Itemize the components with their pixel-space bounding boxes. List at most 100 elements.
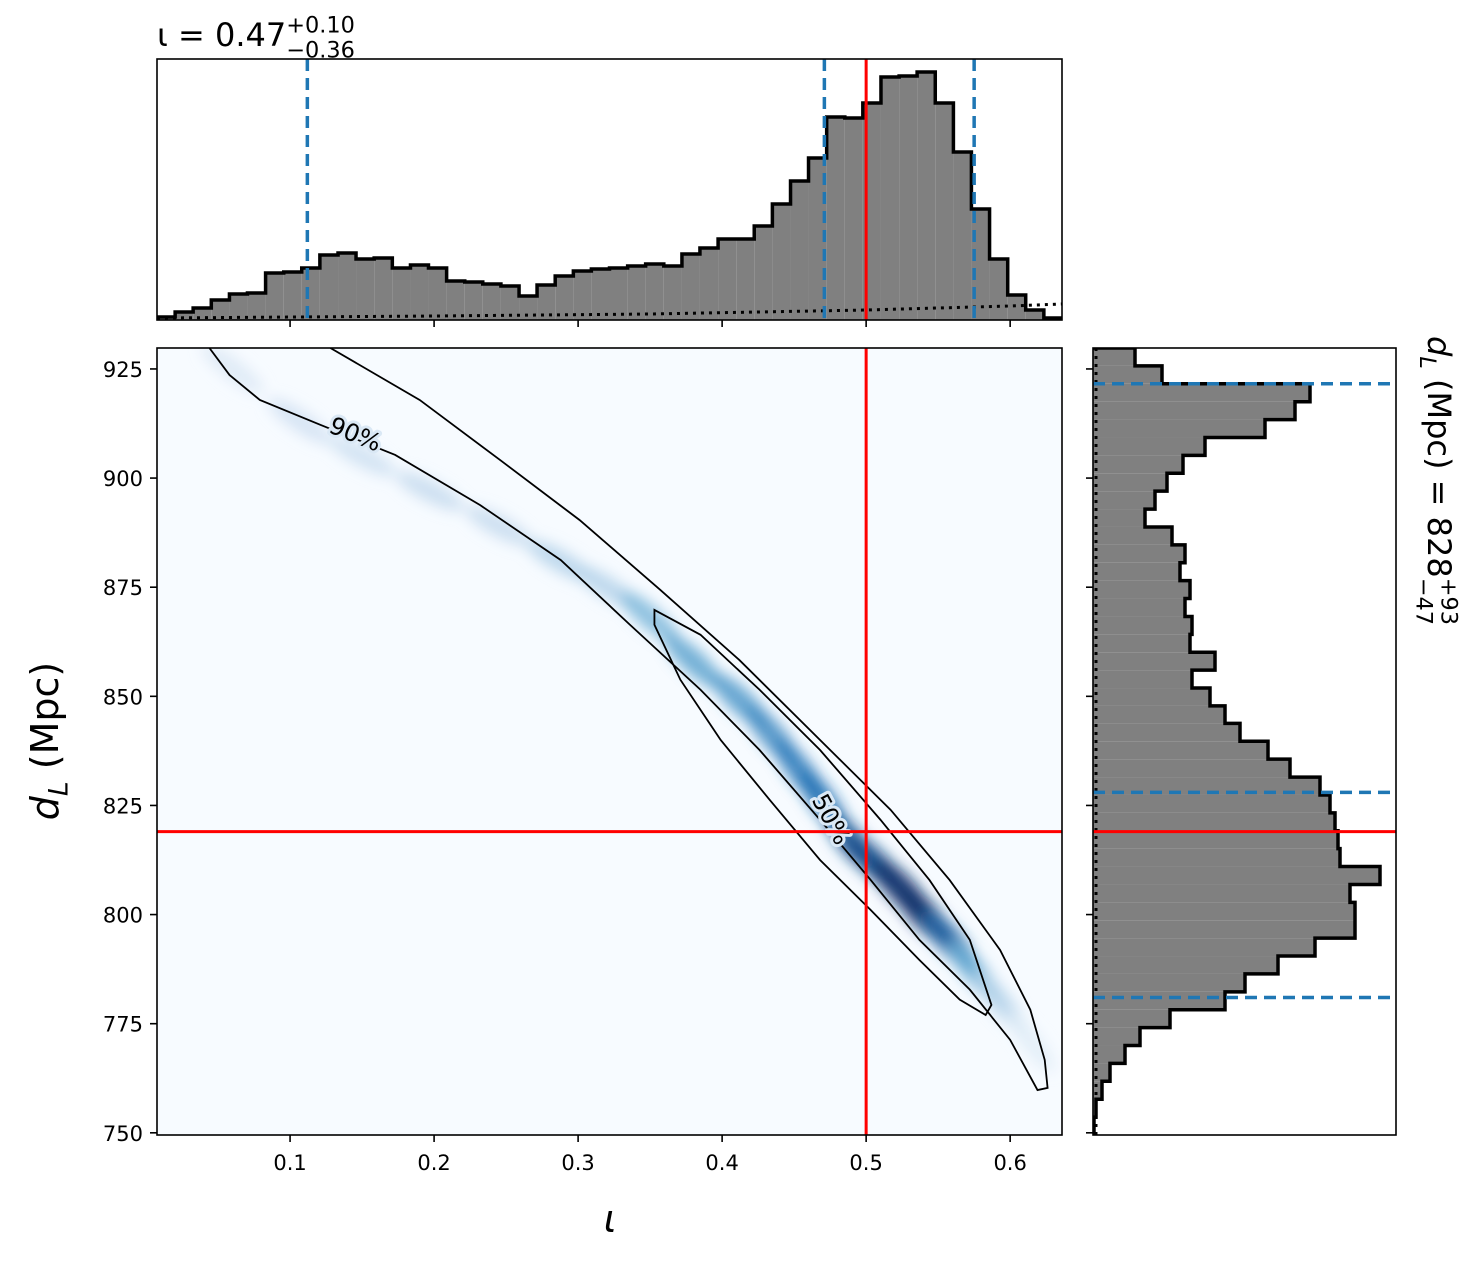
bar [1093, 938, 1315, 957]
bar [301, 268, 320, 320]
bar [573, 271, 592, 320]
axes-frame [1092, 347, 1397, 1136]
bar [971, 209, 990, 320]
bar [410, 265, 429, 320]
bar [229, 294, 248, 320]
bar [1093, 1027, 1140, 1046]
bar [880, 77, 900, 320]
bar [1093, 794, 1330, 813]
bar [1093, 741, 1268, 760]
bar [1093, 616, 1192, 635]
panel-title-part: ι = 0.47 [157, 16, 286, 54]
bar [826, 117, 845, 320]
bar [1093, 705, 1225, 724]
bar [1093, 777, 1320, 795]
x-axis-label: ι [604, 1197, 617, 1241]
bar [645, 264, 664, 320]
density-cell [465, 505, 533, 547]
bar [1093, 1009, 1170, 1028]
bar [1093, 759, 1290, 778]
bar [1093, 401, 1295, 420]
panel-title: ι = 0.47+0.10 −0.36 [157, 13, 355, 64]
panel-title-part: −0.36 [286, 38, 355, 64]
bar [247, 293, 266, 320]
bar [1093, 598, 1185, 617]
bar [338, 253, 357, 320]
bar [1007, 295, 1026, 320]
bar [1093, 830, 1338, 849]
bar [663, 266, 682, 320]
y-axis-label: dL (Mpc) [23, 662, 75, 820]
histogram-outline [157, 70, 1062, 320]
bar [446, 281, 465, 320]
bar [699, 248, 719, 320]
bar [989, 259, 1008, 320]
x-tick-label: 0.4 [705, 1151, 738, 1175]
bar [519, 296, 538, 320]
bar [681, 254, 700, 320]
bar [175, 312, 194, 320]
bar [392, 268, 411, 320]
bar [627, 266, 646, 320]
bar [1093, 973, 1245, 992]
density-cell [328, 436, 396, 477]
axes-frame [156, 58, 1063, 321]
y-tick-label: 775 [103, 1013, 143, 1037]
bar [1093, 1045, 1125, 1064]
bar [1093, 437, 1205, 456]
bar [1093, 688, 1210, 706]
bar [500, 286, 520, 320]
bar [1093, 723, 1240, 742]
bar [1093, 991, 1225, 1010]
bar [1093, 455, 1183, 474]
y-tick-label: 800 [103, 904, 143, 928]
bar [428, 268, 447, 320]
bar [1093, 902, 1355, 921]
bar [319, 255, 339, 320]
bar [953, 152, 972, 320]
panel-title-part: +93 [1435, 578, 1461, 625]
bar [1093, 920, 1355, 939]
bar [374, 258, 393, 320]
bar [1093, 365, 1162, 384]
panel-title-part: −47 [1410, 578, 1436, 625]
x-tick-label: 0.3 [561, 1151, 594, 1175]
density-cell [1005, 1010, 1055, 1072]
bar [211, 300, 230, 320]
bar [754, 226, 773, 320]
y-tick-label: 925 [103, 358, 143, 382]
bar [1093, 884, 1350, 903]
panel-title-part: L [1414, 356, 1440, 368]
bar [1093, 1081, 1102, 1100]
bar [482, 284, 501, 320]
bar [917, 72, 936, 320]
y-tick-label: 875 [103, 576, 143, 600]
bar [1093, 670, 1192, 689]
contour-line [208, 348, 1049, 1092]
bar [1093, 383, 1310, 402]
bar [555, 276, 574, 320]
bar [718, 239, 737, 320]
bar [1093, 652, 1215, 671]
bar [790, 181, 809, 320]
bar [1093, 634, 1190, 653]
x-tick-label: 0.1 [273, 1151, 306, 1175]
panel-title: dL (Mpc) = 828+93−47 [1410, 336, 1461, 625]
contour-line [653, 608, 993, 1017]
bar [772, 204, 791, 320]
x-tick-label: 0.5 [849, 1151, 882, 1175]
density-cell [395, 471, 464, 511]
y-axis-label-part: L [44, 781, 75, 796]
y-tick-label: 900 [103, 467, 143, 491]
density-cell [664, 634, 723, 689]
y-axis-label-part: d [23, 795, 67, 820]
bar [537, 285, 556, 320]
bar [844, 118, 863, 320]
bar [1093, 956, 1278, 974]
histogram-outline [1093, 348, 1382, 1135]
bar [1093, 348, 1135, 366]
bar [265, 273, 284, 320]
bar [609, 268, 628, 320]
panel-title-part: +0.10 [286, 13, 355, 39]
